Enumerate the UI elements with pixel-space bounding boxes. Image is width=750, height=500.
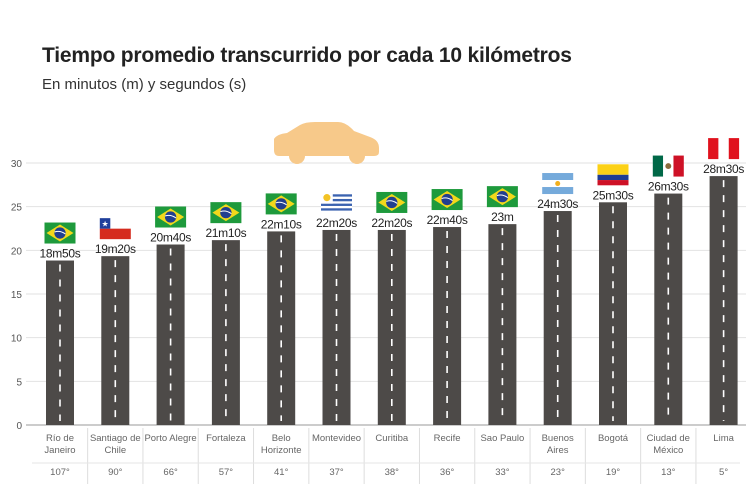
data-label: 26m30s: [648, 180, 689, 194]
x-tick-label: Montevideo: [312, 433, 361, 444]
data-label: 22m20s: [316, 216, 357, 230]
brazil-flag-icon: [431, 189, 463, 211]
x-tick-label: Lima: [713, 433, 734, 444]
mexico-flag-icon: [652, 155, 684, 177]
x-tick-label: Fortaleza: [206, 433, 246, 444]
colombia-flag-icon: [597, 164, 629, 186]
ranking-label: 33°: [495, 467, 510, 478]
peru-flag-icon: [708, 138, 740, 160]
bar: [543, 211, 572, 425]
x-tick-label: México: [653, 445, 683, 456]
brazil-flag-icon: [376, 191, 408, 213]
x-tick-label: Recife: [434, 433, 461, 444]
brazil-flag-icon: [155, 206, 187, 228]
data-label: 22m20s: [371, 216, 412, 230]
x-tick-label: Chile: [104, 445, 126, 456]
bar: [156, 244, 185, 425]
x-tick-label: Janeiro: [44, 445, 75, 456]
data-label: 18m50s: [40, 247, 81, 261]
y-tick-label: 0: [16, 421, 22, 432]
ranking-label: 13°: [661, 467, 676, 478]
ranking-label: 41°: [274, 467, 289, 478]
data-label: 25m30s: [593, 188, 634, 202]
data-label: 21m10s: [205, 226, 246, 240]
ranking-label: 23°: [551, 467, 566, 478]
data-label: 22m10s: [261, 217, 302, 231]
ranking-label: 57°: [219, 467, 234, 478]
y-tick-label: 15: [11, 290, 23, 301]
brazil-flag-icon: [210, 202, 242, 224]
y-tick-label: 30: [11, 159, 23, 170]
brazil-flag-icon: [265, 193, 297, 215]
ranking-label: 5°: [719, 467, 728, 478]
x-tick-label: Curitiba: [375, 433, 408, 444]
brazil-flag-icon: [486, 186, 518, 208]
x-tick-label: Santiago de: [90, 433, 141, 444]
ranking-label: 36°: [440, 467, 455, 478]
ranking-label: 37°: [329, 467, 344, 478]
data-label: 28m30s: [703, 162, 744, 176]
data-label: 23m: [491, 210, 514, 224]
x-tick-label: Porto Alegre: [144, 433, 196, 444]
x-tick-label: Belo: [272, 433, 291, 444]
chart-title: Tiempo promedio transcurrido por cada 10…: [42, 44, 572, 67]
uruguay-flag-icon: [321, 191, 352, 214]
y-tick-label: 20: [11, 246, 23, 257]
data-label: 19m20s: [95, 242, 136, 256]
x-tick-label: Horizonte: [261, 445, 302, 456]
ranking-label: 66°: [163, 467, 178, 478]
ranking-label: 38°: [385, 467, 400, 478]
svg-text:★: ★: [101, 220, 108, 229]
chart-subtitle: En minutos (m) y segundos (s): [42, 76, 247, 93]
ranking-label: 19°: [606, 467, 621, 478]
y-tick-label: 5: [16, 377, 22, 388]
data-label: 20m40s: [150, 231, 191, 245]
x-tick-label: Ciudad de: [647, 433, 690, 444]
ranking-label: 107°: [50, 467, 70, 478]
x-tick-label: Río de: [46, 433, 74, 444]
x-tick-label: Bogotá: [598, 433, 629, 444]
brazil-flag-icon: [44, 222, 76, 244]
car-icon: [274, 122, 379, 164]
chile-flag-icon: ★: [99, 218, 131, 240]
x-tick-label: Sao Paulo: [480, 433, 524, 444]
y-tick-label: 10: [11, 334, 23, 345]
y-tick-label: 25: [11, 203, 23, 214]
argentina-flag-icon: [542, 173, 574, 195]
x-tick-label: Buenos: [542, 433, 574, 444]
data-label: 24m30s: [537, 197, 578, 211]
x-tick-label: Aires: [547, 445, 569, 456]
ranking-label: 90°: [108, 467, 123, 478]
data-label: 22m40s: [427, 213, 468, 227]
